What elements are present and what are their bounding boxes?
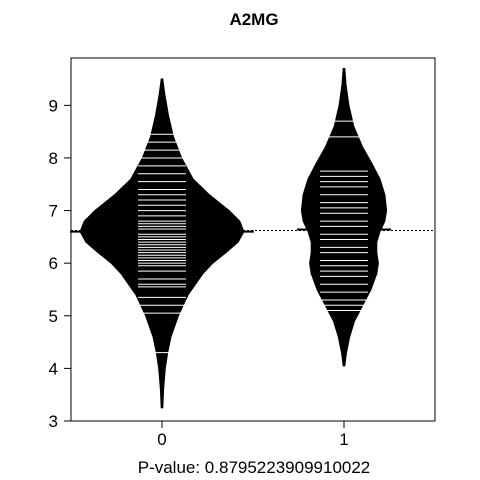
bean-1: [301, 69, 386, 366]
y-axis: 3 4 5 6 7 8 9: [49, 96, 71, 431]
y-tick-label-5: 5: [49, 307, 58, 326]
bean-0: [80, 79, 244, 408]
y-tick-label-8: 8: [49, 149, 58, 168]
beans-layer: [80, 69, 387, 408]
y-tick-label-7: 7: [49, 202, 58, 221]
x-axis-label: P-value: 0.8795223909910022: [138, 458, 371, 477]
y-tick-label-3: 3: [49, 412, 58, 431]
y-tick-label-4: 4: [49, 359, 58, 378]
x-tick-label-1: 1: [339, 430, 348, 449]
chart-title: A2MG: [229, 10, 278, 29]
y-tick-label-6: 6: [49, 254, 58, 273]
x-tick-label-0: 0: [157, 430, 166, 449]
y-tick-label-9: 9: [49, 96, 58, 115]
